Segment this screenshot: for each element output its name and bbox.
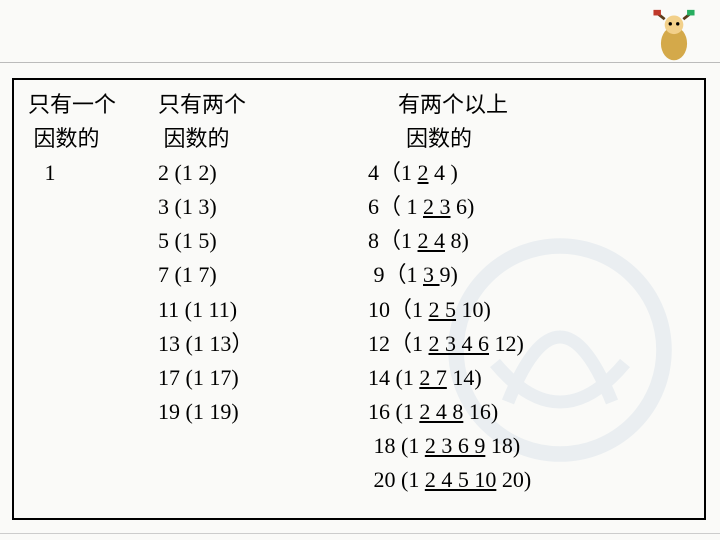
col2-cell: 7 (1 7) [158, 258, 368, 292]
bottom-divider [0, 533, 720, 534]
data-row: 3 (1 3)6（ 1 2 3 6) [28, 190, 690, 224]
header-row-2: 因数的 因数的 因数的 [28, 122, 690, 156]
col2-cell [158, 429, 368, 463]
header-col2-line1: 只有两个 [158, 88, 368, 122]
col2-cell: 11 (1 11) [158, 293, 368, 327]
col3-cell: 8（1 2 4 8) [368, 224, 690, 258]
col2-cell: 17 (1 17) [158, 361, 368, 395]
col2-cell: 13 (1 13） [158, 327, 368, 361]
col3-cell: 16 (1 2 4 8 16) [368, 395, 690, 429]
header-col3-line1: 有两个以上 [368, 88, 690, 122]
col3-cell: 14 (1 2 7 14) [368, 361, 690, 395]
col3-cell: 6（ 1 2 3 6) [368, 190, 690, 224]
col3-cell: 12（1 2 3 4 6 12) [368, 327, 690, 361]
col1-cell: 1 [28, 156, 158, 190]
data-row: 7 (1 7) 9（1 3 9) [28, 258, 690, 292]
data-row: 19 (1 19)16 (1 2 4 8 16) [28, 395, 690, 429]
col1-cell [28, 429, 158, 463]
data-row: 20 (1 2 4 5 10 20) [28, 463, 690, 497]
data-row: 11 (1 11)10（1 2 5 10) [28, 293, 690, 327]
col1-cell [28, 190, 158, 224]
content-box: 只有一个 只有两个 有两个以上 因数的 因数的 因数的 12 (1 2)4（1 … [12, 78, 706, 520]
col1-cell [28, 293, 158, 327]
col3-cell: 4（1 2 4 ) [368, 156, 690, 190]
col1-cell [28, 395, 158, 429]
header-col1-line2: 因数的 [28, 122, 158, 156]
corner-character-icon [646, 8, 702, 64]
col1-cell [28, 463, 158, 497]
data-row: 13 (1 13）12（1 2 3 4 6 12) [28, 327, 690, 361]
header-col3-line2: 因数的 [368, 122, 690, 156]
col3-cell: 10（1 2 5 10) [368, 293, 690, 327]
header-col1-line1: 只有一个 [28, 88, 158, 122]
col1-cell [28, 224, 158, 258]
data-rows-container: 12 (1 2)4（1 2 4 ) 3 (1 3)6（ 1 2 3 6) 5 (… [28, 156, 690, 497]
col2-cell: 5 (1 5) [158, 224, 368, 258]
col1-cell [28, 361, 158, 395]
col3-cell: 9（1 3 9) [368, 258, 690, 292]
header-col2-line2: 因数的 [158, 122, 368, 156]
col2-cell: 3 (1 3) [158, 190, 368, 224]
col2-cell: 2 (1 2) [158, 156, 368, 190]
data-row: 18 (1 2 3 6 9 18) [28, 429, 690, 463]
data-row: 12 (1 2)4（1 2 4 ) [28, 156, 690, 190]
data-row: 17 (1 17)14 (1 2 7 14) [28, 361, 690, 395]
header-row-1: 只有一个 只有两个 有两个以上 [28, 88, 690, 122]
col1-cell [28, 327, 158, 361]
col1-cell [28, 258, 158, 292]
col3-cell: 20 (1 2 4 5 10 20) [368, 463, 690, 497]
data-row: 5 (1 5)8（1 2 4 8) [28, 224, 690, 258]
col2-cell [158, 463, 368, 497]
col3-cell: 18 (1 2 3 6 9 18) [368, 429, 690, 463]
col2-cell: 19 (1 19) [158, 395, 368, 429]
top-divider [0, 62, 720, 63]
